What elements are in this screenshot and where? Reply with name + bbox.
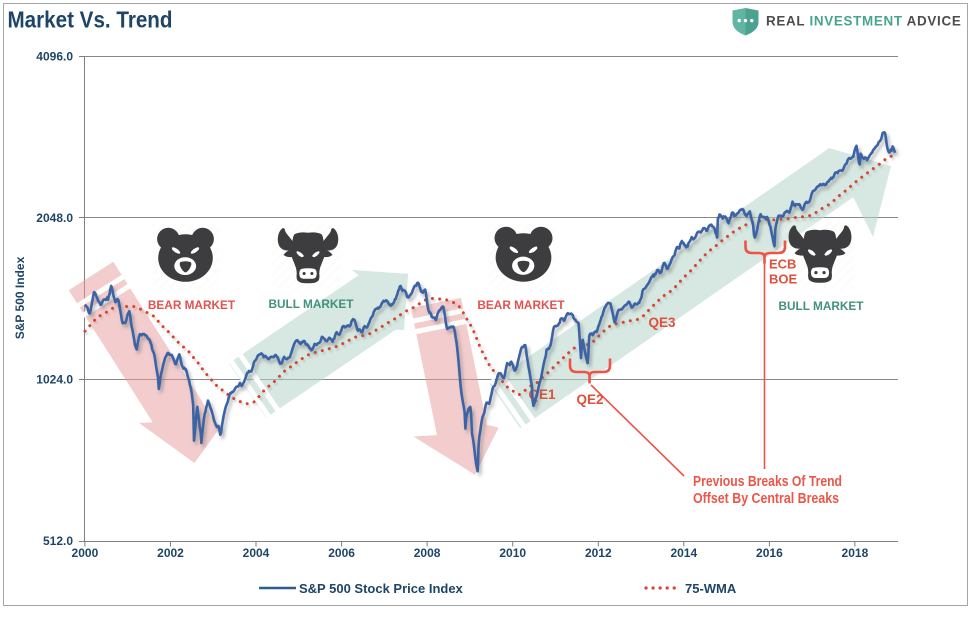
svg-text:75-WMA: 75-WMA [685, 581, 737, 596]
svg-text:2014: 2014 [670, 546, 697, 560]
svg-text:S&P 500 Stock Price Index: S&P 500 Stock Price Index [299, 581, 464, 596]
svg-text:ECB: ECB [769, 257, 796, 272]
svg-text:BEAR MARKET: BEAR MARKET [477, 298, 565, 312]
svg-text:2000: 2000 [72, 546, 99, 560]
svg-text:S&P 500 Index: S&P 500 Index [13, 256, 27, 339]
svg-text:BULL MARKET: BULL MARKET [269, 297, 355, 311]
svg-text:2004: 2004 [243, 546, 270, 560]
svg-text:REAL INVESTMENT ADVICE: REAL INVESTMENT ADVICE [766, 14, 961, 29]
svg-text:Previous Breaks Of Trend: Previous Breaks Of Trend [693, 474, 842, 490]
svg-text:2008: 2008 [414, 546, 441, 560]
svg-text:Market Vs. Trend: Market Vs. Trend [8, 7, 173, 33]
svg-text:2006: 2006 [328, 546, 355, 560]
svg-text:512.0: 512.0 [43, 534, 73, 548]
svg-text:1024.0: 1024.0 [36, 372, 73, 386]
svg-text:BEAR MARKET: BEAR MARKET [148, 298, 236, 312]
svg-text:QE2: QE2 [576, 392, 603, 407]
svg-text:BOE: BOE [769, 272, 798, 287]
svg-text:2002: 2002 [157, 546, 184, 560]
svg-text:2048.0: 2048.0 [36, 211, 73, 225]
svg-text:QE3: QE3 [648, 315, 676, 330]
svg-text:2012: 2012 [585, 546, 612, 560]
svg-text:2010: 2010 [499, 546, 526, 560]
svg-text:2016: 2016 [756, 546, 783, 560]
svg-text:4096.0: 4096.0 [36, 49, 73, 63]
svg-text:Offset By Central Breaks: Offset By Central Breaks [693, 491, 839, 507]
svg-text:BULL MARKET: BULL MARKET [779, 299, 865, 313]
svg-text:2018: 2018 [842, 546, 869, 560]
